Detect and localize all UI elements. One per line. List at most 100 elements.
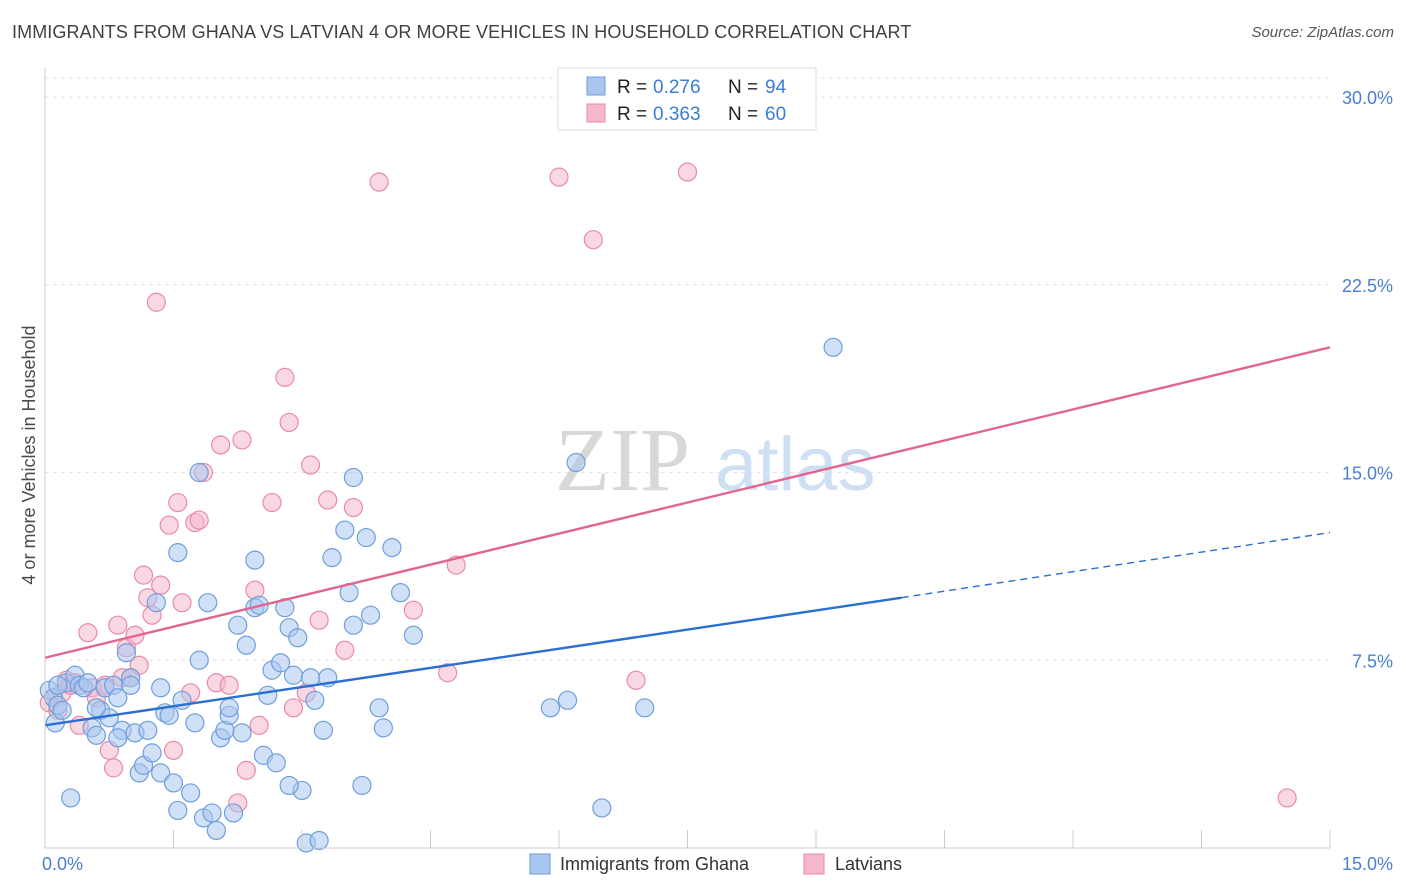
ghana-point-83 [343, 467, 363, 488]
ghana-point-17 [108, 688, 128, 708]
latvians-point-26 [168, 492, 188, 513]
legend-swatch-latvians [586, 103, 606, 123]
ghana-point-44 [228, 615, 248, 635]
legend-n-value-ghana: 94 [765, 77, 787, 98]
ghana-point-10 [78, 673, 98, 693]
latvians-point-54 [549, 167, 569, 187]
ghana-point-89 [121, 675, 141, 695]
ghana-point-73 [373, 718, 393, 738]
latvians-point-52 [438, 663, 458, 683]
ghana-point-66 [335, 520, 355, 540]
ghana-point-72 [369, 698, 389, 718]
latvians-point-30 [189, 510, 209, 530]
y-axis-label: 4 or more Vehicles in Household [19, 325, 39, 584]
ghana-trend-line-extension [901, 531, 1331, 599]
latvians-point-45 [300, 455, 321, 475]
latvians-point-57 [677, 162, 698, 182]
ghana-point-19 [116, 643, 136, 663]
ghana-point-76 [403, 625, 423, 645]
ghana-point-74 [382, 537, 402, 558]
latvians-point-37 [236, 760, 256, 780]
legend-r-value-latvians: 0.363 [653, 104, 701, 125]
ghana-point-24 [138, 720, 158, 740]
ghana-point-30 [163, 773, 184, 793]
ghana-point-12 [86, 725, 107, 745]
stats-legend: R = 0.276 N = 94 R = 0.363 N = 60 [557, 67, 817, 131]
latvians-point-27 [172, 593, 192, 613]
latvians-point-42 [279, 412, 299, 433]
ghana-point-26 [146, 593, 166, 613]
latvians-point-49 [343, 497, 363, 518]
latvians-point-40 [262, 492, 282, 513]
legend-r-label-2: R = [617, 104, 647, 125]
bottom-legend-latvians: Latvians [835, 854, 902, 874]
ghana-point-61 [305, 690, 325, 710]
ghana-points [39, 337, 843, 853]
bottom-legend-ghana: Immigrants from Ghana [560, 854, 750, 874]
ghana-point-25 [142, 743, 162, 763]
ghana-point-80 [635, 698, 655, 718]
ghana-point-68 [343, 615, 363, 635]
ghana-point-69 [352, 775, 372, 796]
ghana-point-31 [168, 800, 188, 821]
ghana-point-33 [181, 783, 201, 803]
legend-n-label-1: N = [728, 77, 758, 98]
latvians-point-41 [275, 367, 295, 387]
ghana-point-93 [151, 678, 171, 698]
ghana-point-34 [185, 713, 205, 733]
ghana-point-27 [151, 763, 171, 783]
ghana-point-85 [86, 698, 107, 718]
latvians-trend-line [44, 346, 1331, 659]
ghana-point-84 [566, 452, 586, 473]
ghana-point-39 [206, 820, 226, 841]
y-tick-label-1: 15.0% [1342, 464, 1393, 484]
ghana-point-81 [823, 337, 843, 357]
latvians-point-39 [249, 715, 269, 735]
ghana-point-57 [288, 628, 308, 648]
ghana-point-46 [236, 635, 256, 655]
legend-n-label-2: N = [728, 104, 758, 125]
source-credit: Source: ZipAtlas.com [1251, 24, 1394, 41]
ghana-point-43 [223, 803, 244, 823]
x-tick-label-1: 15.0% [1342, 854, 1393, 874]
ghana-point-86 [108, 728, 128, 748]
watermark-atlas: atlas [715, 422, 876, 507]
y-tick-label-0: 7.5% [1352, 651, 1393, 671]
latvians-point-43 [283, 698, 304, 718]
latvians-point-55 [583, 230, 603, 250]
legend-r-label-1: R = [617, 77, 647, 98]
ghana-point-65 [322, 548, 342, 568]
ghana-point-29 [159, 705, 179, 725]
latvians-point-13 [108, 615, 128, 635]
bottom-legend-swatch-latvians [803, 853, 825, 875]
ghana-point-6 [61, 788, 81, 808]
ghana-point-50 [258, 685, 278, 705]
ghana-point-4 [52, 700, 72, 720]
x-tick-label-0: 0.0% [42, 854, 83, 874]
ghana-point-91 [219, 698, 239, 718]
ghana-point-88 [245, 550, 265, 570]
legend-n-value-latvians: 60 [765, 104, 786, 125]
ghana-point-37 [198, 593, 218, 613]
ghana-point-45 [232, 723, 252, 743]
ghana-point-52 [266, 753, 286, 773]
legend-swatch-ghana [586, 76, 606, 96]
ghana-point-92 [279, 775, 299, 796]
ghana-point-87 [168, 543, 188, 563]
ghana-trend-line [44, 596, 902, 727]
legend-r-value-ghana: 0.276 [653, 77, 701, 98]
latvians-point-24 [159, 515, 179, 535]
latvians-point-36 [232, 430, 252, 450]
latvians-point-50 [369, 172, 389, 192]
latvians-point-51 [403, 600, 423, 620]
latvians-point-48 [335, 640, 355, 660]
ghana-point-77 [540, 698, 561, 718]
latvians-point-47 [318, 490, 338, 510]
ghana-point-53 [270, 653, 291, 673]
y-tick-label-2: 22.5% [1342, 276, 1393, 296]
ghana-point-79 [592, 798, 612, 818]
ghana-point-35 [189, 650, 209, 670]
latvians-point-23 [151, 575, 171, 595]
ghana-point-71 [360, 605, 381, 625]
